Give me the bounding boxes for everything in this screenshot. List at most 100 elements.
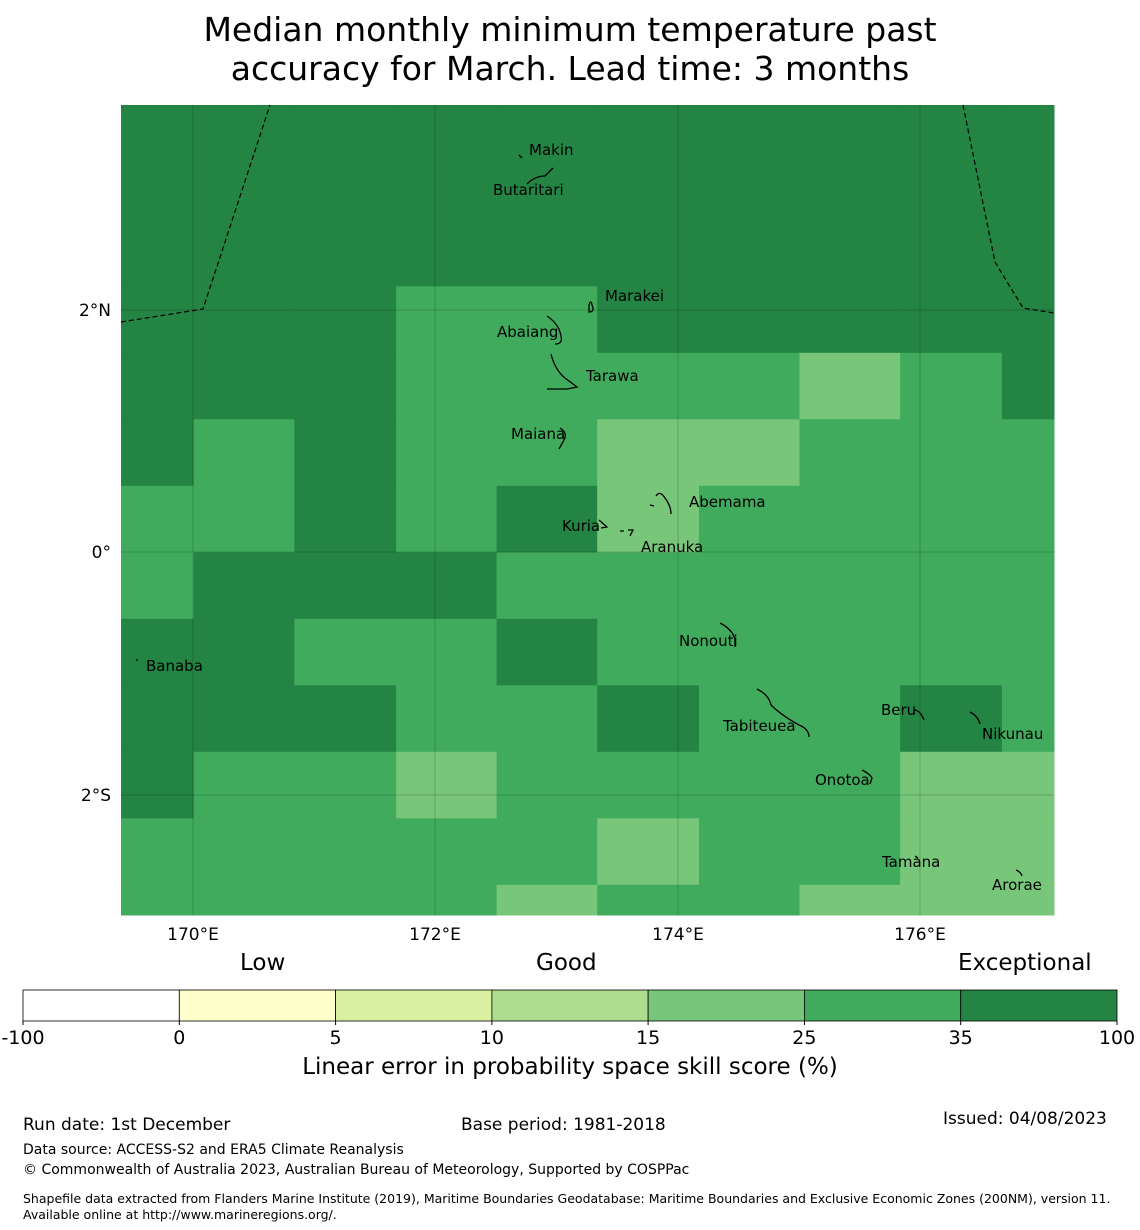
grid-cell <box>396 685 498 753</box>
grid-cell <box>121 685 195 753</box>
grid-cell <box>699 105 801 287</box>
grid-cell <box>396 419 498 487</box>
legend-good-label: Good <box>536 950 597 976</box>
grid-cell <box>396 286 498 354</box>
grid-cell <box>396 618 498 686</box>
grid-cell <box>121 485 195 553</box>
label-nikunau: Nikunau <box>982 725 1043 743</box>
legend-low-label: Low <box>240 950 286 976</box>
grid-cell <box>597 751 700 819</box>
grid-cell <box>900 884 1003 916</box>
grid-cell <box>699 485 801 553</box>
grid-cell <box>1001 485 1055 553</box>
grid-cell <box>900 685 1003 753</box>
y-tick-2n: 2°N <box>79 301 111 321</box>
grid-cell <box>294 618 397 686</box>
grid-cell <box>1001 884 1055 916</box>
island-shape-abemama <box>649 492 672 515</box>
x-tick-176: 176°E <box>894 925 946 945</box>
grid-cell <box>121 552 195 620</box>
grid-cell <box>121 105 195 287</box>
grid-cell <box>193 352 295 420</box>
shapefile-credit: Shapefile data extracted from Flanders M… <box>23 1191 1111 1222</box>
label-marakei: Marakei <box>605 287 664 305</box>
y-tick-2s: 2°S <box>81 786 111 806</box>
grid-cell <box>496 618 598 686</box>
colorbar-tick-label: 25 <box>792 1027 816 1049</box>
label-tarawa: Tarawa <box>585 367 639 385</box>
label-butaritari: Butaritari <box>493 181 564 199</box>
grid-cell <box>597 884 700 916</box>
grid-cell <box>799 751 901 819</box>
grid-cell <box>294 286 397 354</box>
grid-cell <box>900 419 1003 487</box>
label-banaba: Banaba <box>146 657 203 675</box>
island-shape-nonouti <box>719 622 736 647</box>
grid-cell <box>699 685 801 753</box>
data-source: Data source: ACCESS-S2 and ERA5 Climate … <box>23 1142 404 1158</box>
eez-boundary-west <box>120 104 271 323</box>
grid-cell <box>597 419 700 487</box>
grid-cell <box>799 552 901 620</box>
grid-cell <box>799 485 901 553</box>
island-shape-butaritari <box>526 167 554 185</box>
grid-cell <box>193 552 295 620</box>
title-line-2: accuracy for March. Lead time: 3 months <box>230 49 910 88</box>
run-date: Run date: 1st December <box>23 1115 231 1135</box>
island-shape-kuria <box>598 519 609 529</box>
grid-cell <box>1001 419 1055 487</box>
colorbar-tick-label: 100 <box>1099 1027 1135 1049</box>
label-abaiang: Abaiang <box>497 323 558 341</box>
island-shape-abaiang <box>546 315 563 345</box>
grid-cell <box>193 685 295 753</box>
island-labels: Makin Butaritari Marakei Abaiang Tarawa … <box>146 141 1043 894</box>
grid-cell <box>699 618 801 686</box>
grid-cell <box>597 105 700 287</box>
grid-cell <box>396 552 498 620</box>
island-shape-marakei <box>588 301 594 313</box>
grid-cell <box>900 552 1003 620</box>
eez-boundary-east <box>962 104 1055 314</box>
grid-cell <box>799 618 901 686</box>
label-kuria: Kuria <box>562 517 600 535</box>
colorbar-tick-label: -100 <box>1 1027 44 1049</box>
grid-cell <box>799 884 901 916</box>
island-shape-makin <box>518 154 523 159</box>
grid-cell <box>597 818 700 886</box>
grid-cell <box>900 286 1003 354</box>
grid-cell <box>396 818 498 886</box>
colorbar-bin <box>178 989 337 1022</box>
graticule <box>121 105 1054 915</box>
grid-cell <box>396 751 498 819</box>
y-tick-0: 0° <box>92 543 111 563</box>
grid-cell <box>699 286 801 354</box>
grid-cell <box>900 751 1003 819</box>
grid-cell <box>900 105 1003 287</box>
colorbar-bin <box>647 989 805 1022</box>
grid-cell <box>597 618 700 686</box>
grid-cell <box>900 352 1003 420</box>
grid-cell <box>121 352 195 420</box>
grid-cell <box>193 751 295 819</box>
title-line-1: Median monthly minimum temperature past <box>203 10 937 49</box>
colorbar-tick-label: 5 <box>330 1027 342 1049</box>
grid-cell <box>396 105 498 287</box>
grid-cell <box>294 884 397 916</box>
x-tick-174: 174°E <box>652 925 704 945</box>
copyright: © Commonwealth of Australia 2023, Austra… <box>23 1162 690 1178</box>
colorbar-ticks: -100 0 5 10 15 25 35 100 <box>1 1021 1135 1049</box>
grid-cell <box>294 419 397 487</box>
grid-cell <box>193 286 295 354</box>
grid-cell <box>294 552 397 620</box>
grid-cell <box>294 685 397 753</box>
label-makin: Makin <box>529 141 574 159</box>
grid-cell <box>496 286 598 354</box>
grid-cell <box>496 419 598 487</box>
grid-cell <box>1001 818 1055 886</box>
label-onotoa: Onotoa <box>815 771 870 789</box>
grid-cell <box>121 751 195 819</box>
grid-cell <box>597 485 700 553</box>
grid-cell <box>699 419 801 487</box>
issued-date: Issued: 04/08/2023 <box>943 1109 1107 1129</box>
